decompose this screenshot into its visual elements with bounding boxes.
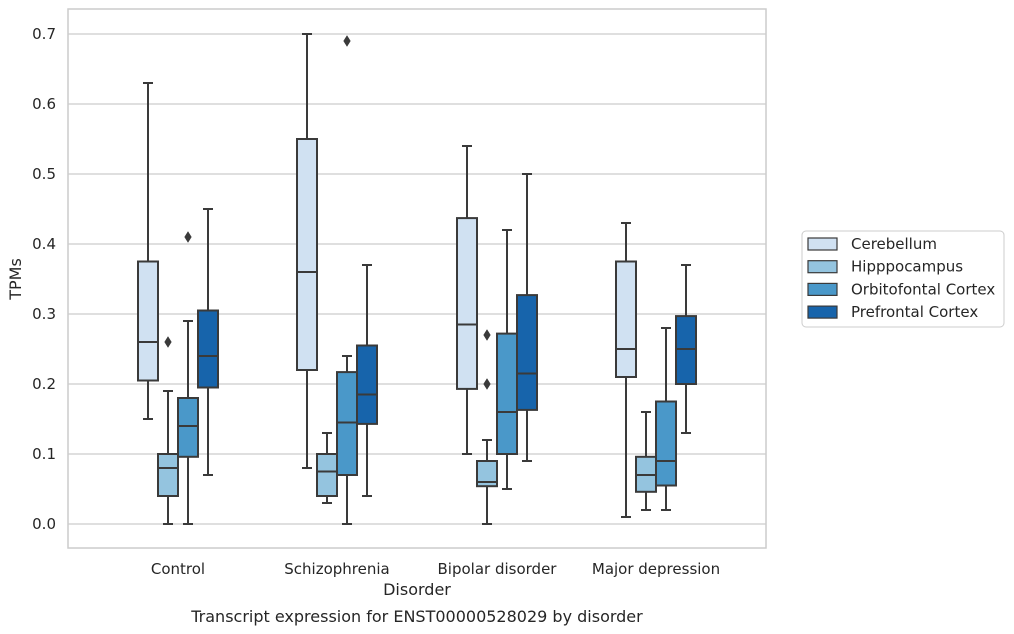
y-tick-label: 0.1 xyxy=(32,445,56,463)
box xyxy=(615,222,637,518)
x-tick-label: Control xyxy=(151,560,205,578)
x-tick-label: Schizophrenia xyxy=(284,560,389,578)
legend-swatch xyxy=(807,237,838,251)
box xyxy=(356,264,378,497)
box xyxy=(456,145,478,455)
box-body xyxy=(615,260,637,378)
box xyxy=(296,33,318,469)
box xyxy=(655,327,677,511)
y-tick-label: 0.4 xyxy=(32,235,56,253)
legend: Cerebellum Hipppocampus Orbitofontal Corte… xyxy=(801,230,1005,328)
box-body xyxy=(456,217,478,390)
box xyxy=(316,432,338,504)
x-axis-label: Disorder xyxy=(383,580,451,599)
y-tick-label: 0.5 xyxy=(32,165,56,183)
box xyxy=(197,208,219,476)
box-body xyxy=(296,138,318,371)
box xyxy=(516,173,538,462)
legend-label: Orbitofontal Cortex xyxy=(851,280,995,298)
y-tick-label: 0.0 xyxy=(32,515,56,533)
legend-frame xyxy=(801,230,1005,328)
box-body xyxy=(316,453,338,497)
y-tick-label: 0.6 xyxy=(32,95,56,113)
box-body xyxy=(675,315,697,386)
y-tick-label: 0.7 xyxy=(32,25,56,43)
box xyxy=(635,411,657,511)
x-tick-label: Major depression xyxy=(592,560,720,578)
box-body xyxy=(516,294,538,411)
outlier-point xyxy=(343,35,351,47)
legend-swatch xyxy=(807,282,838,296)
x-axis-ticks: Control Schizophrenia Bipolar disorder Majo… xyxy=(151,560,720,578)
box-body xyxy=(356,344,378,425)
legend-label: Cerebellum xyxy=(851,235,937,253)
box xyxy=(496,229,518,490)
box-body xyxy=(655,400,677,487)
y-tick-label: 0.3 xyxy=(32,305,56,323)
y-tick-label: 0.2 xyxy=(32,375,56,393)
box-body xyxy=(496,332,518,456)
box xyxy=(137,82,159,420)
outlier-point xyxy=(483,378,491,390)
legend-swatch xyxy=(807,260,838,274)
outlier-point xyxy=(483,329,491,341)
x-tick-label: Bipolar disorder xyxy=(438,560,558,578)
box-body xyxy=(137,260,159,382)
outlier-point xyxy=(184,231,192,243)
box-body xyxy=(157,453,179,497)
box xyxy=(177,231,199,525)
boxes xyxy=(137,33,697,525)
box xyxy=(336,35,358,525)
box-body xyxy=(476,460,498,488)
y-axis-label: TPMs xyxy=(6,258,25,301)
box-body xyxy=(336,371,358,477)
plot-frame xyxy=(67,8,767,549)
outlier-point xyxy=(164,336,172,348)
chart-caption: Transcript expression for ENST0000052802… xyxy=(190,607,643,626)
legend-label: Prefrontal Cortex xyxy=(851,303,978,321)
legend-label: Hipppocampus xyxy=(851,258,963,276)
box xyxy=(675,264,697,434)
y-axis-ticks: 0.0 0.1 0.2 0.3 0.4 0.5 0.6 0.7 xyxy=(32,25,56,533)
box-body xyxy=(177,397,199,458)
box xyxy=(157,336,179,525)
legend-swatch xyxy=(807,305,838,319)
box xyxy=(476,329,498,525)
box-body xyxy=(197,309,219,389)
